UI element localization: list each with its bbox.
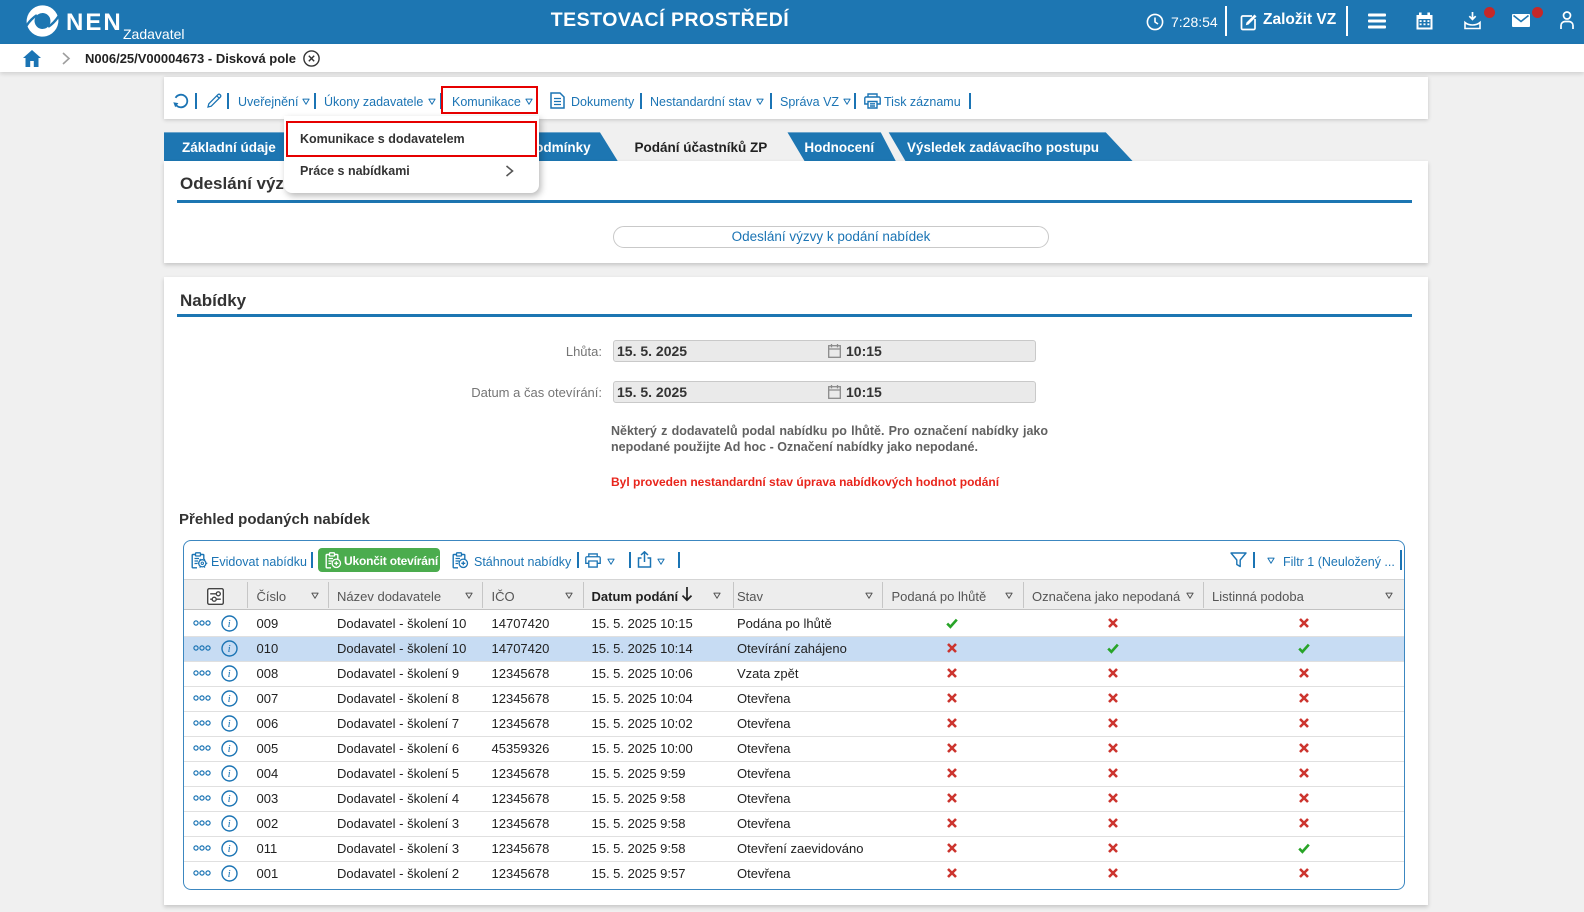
svg-text:i: i bbox=[228, 618, 231, 630]
svg-text:i: i bbox=[228, 668, 231, 680]
svg-text:i: i bbox=[228, 718, 231, 730]
svg-text:i: i bbox=[228, 793, 231, 805]
svg-text:i: i bbox=[228, 743, 231, 755]
svg-text:i: i bbox=[228, 843, 231, 855]
svg-text:i: i bbox=[228, 643, 231, 655]
svg-text:i: i bbox=[228, 768, 231, 780]
svg-text:i: i bbox=[228, 693, 231, 705]
svg-text:i: i bbox=[228, 868, 231, 880]
svg-text:i: i bbox=[228, 818, 231, 830]
